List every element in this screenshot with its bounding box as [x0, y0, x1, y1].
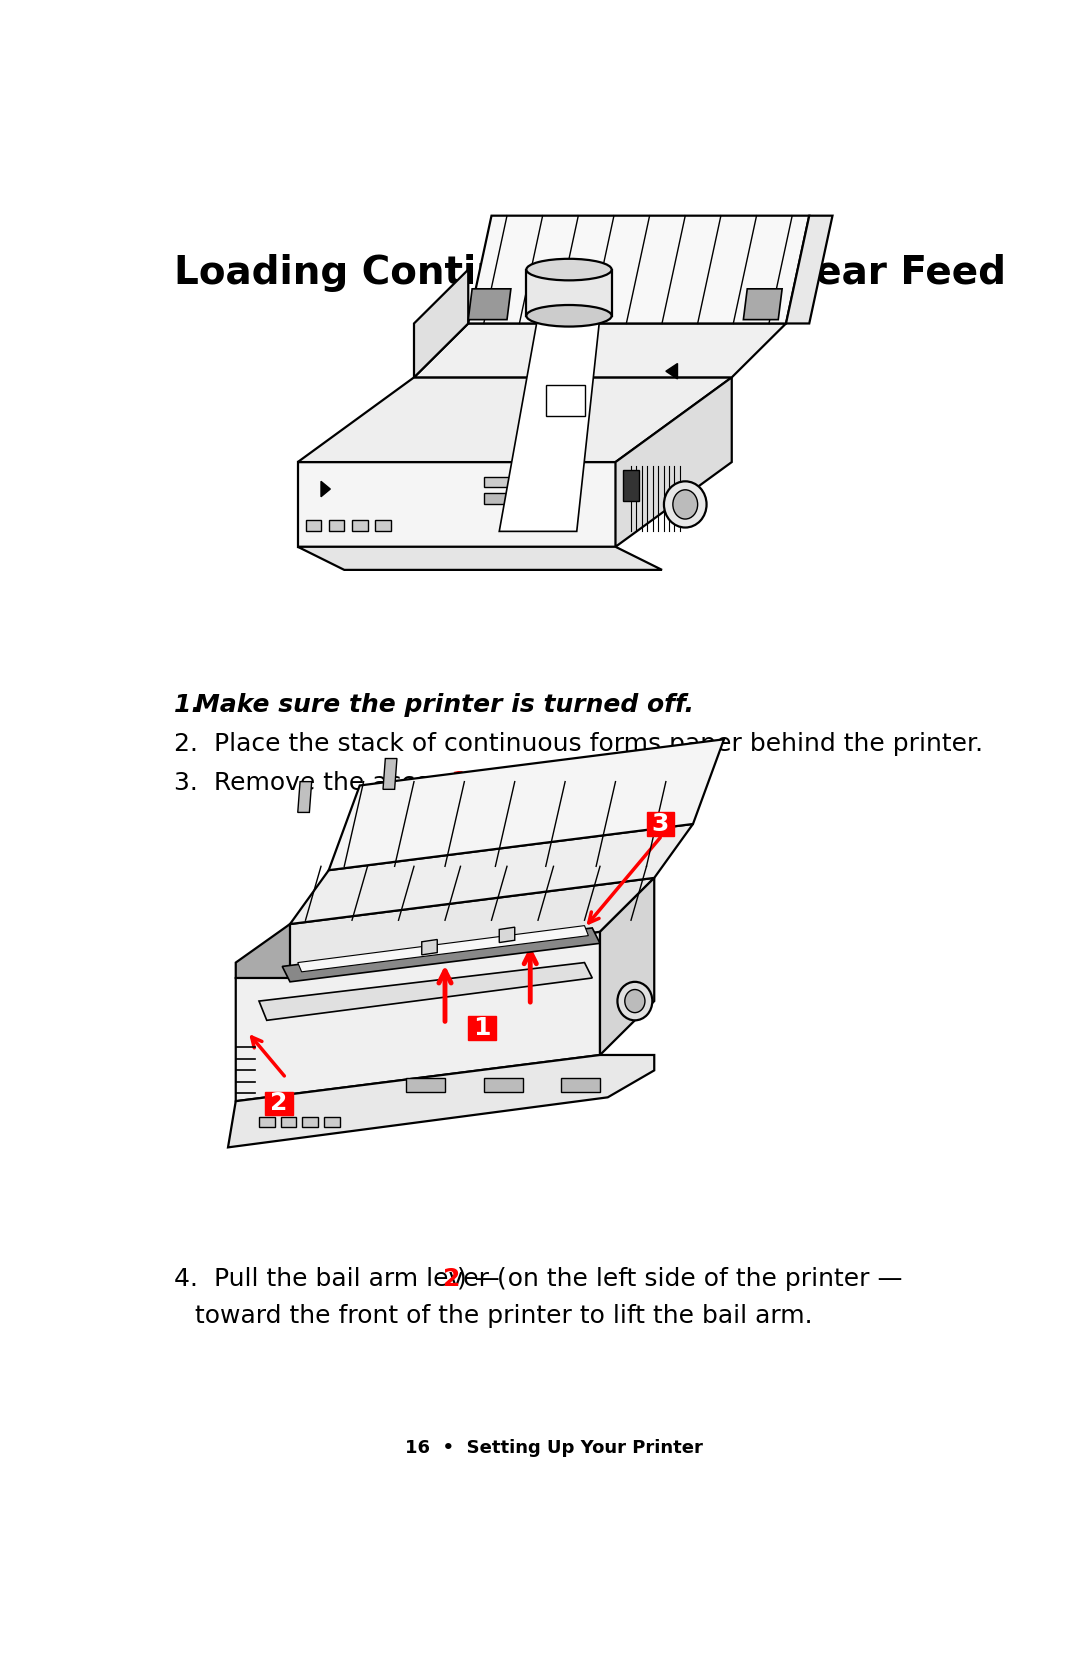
Polygon shape: [499, 315, 600, 531]
Text: 1: 1: [473, 1016, 491, 1040]
Text: 3: 3: [651, 813, 670, 836]
Ellipse shape: [625, 990, 645, 1013]
Text: 1.: 1.: [174, 693, 210, 718]
Ellipse shape: [526, 305, 611, 327]
Bar: [352, 519, 367, 531]
Bar: [623, 469, 638, 501]
Polygon shape: [228, 1055, 654, 1147]
Bar: [562, 1078, 600, 1092]
Polygon shape: [291, 824, 693, 925]
Text: Loading Continuous Forms, Rear Feed: Loading Continuous Forms, Rear Feed: [174, 254, 1005, 292]
Polygon shape: [282, 928, 600, 981]
Bar: [484, 477, 515, 487]
Polygon shape: [235, 878, 654, 978]
Bar: [484, 492, 530, 504]
Text: Make sure the printer is turned off.: Make sure the printer is turned off.: [195, 693, 694, 718]
Polygon shape: [499, 928, 515, 943]
Polygon shape: [469, 289, 511, 320]
Bar: [375, 519, 391, 531]
Ellipse shape: [526, 259, 611, 280]
Polygon shape: [666, 364, 677, 379]
FancyBboxPatch shape: [469, 1016, 496, 1040]
Polygon shape: [298, 462, 616, 547]
Polygon shape: [328, 739, 724, 870]
Polygon shape: [298, 926, 589, 971]
Polygon shape: [235, 925, 291, 978]
Text: 2.  Place the stack of continuous forms paper behind the printer.: 2. Place the stack of continuous forms p…: [174, 731, 983, 756]
Ellipse shape: [618, 981, 652, 1020]
Polygon shape: [235, 931, 600, 1102]
Polygon shape: [259, 963, 592, 1020]
Polygon shape: [786, 215, 833, 324]
Bar: [406, 1078, 445, 1092]
FancyBboxPatch shape: [647, 813, 674, 836]
Polygon shape: [414, 270, 469, 377]
Polygon shape: [616, 377, 732, 547]
Text: toward the front of the printer to lift the bail arm.: toward the front of the printer to lift …: [195, 1303, 813, 1329]
FancyBboxPatch shape: [266, 1092, 293, 1115]
Text: 2: 2: [444, 1267, 461, 1290]
Bar: [324, 1117, 339, 1127]
Polygon shape: [422, 940, 437, 955]
Text: ) — on the left side of the printer —: ) — on the left side of the printer —: [457, 1267, 902, 1290]
Polygon shape: [545, 386, 584, 416]
Text: 16  •  Setting Up Your Printer: 16 • Setting Up Your Printer: [405, 1439, 702, 1457]
Bar: [259, 1117, 274, 1127]
Text: 2: 2: [270, 1092, 288, 1115]
Ellipse shape: [664, 481, 706, 527]
Bar: [281, 1117, 296, 1127]
Ellipse shape: [673, 489, 698, 519]
Polygon shape: [298, 377, 732, 462]
Bar: [328, 519, 345, 531]
Text: 3.  Remove the access cover (: 3. Remove the access cover (: [174, 769, 552, 794]
Polygon shape: [526, 270, 611, 315]
Polygon shape: [383, 758, 397, 789]
Bar: [302, 1117, 318, 1127]
Polygon shape: [743, 289, 782, 320]
Polygon shape: [469, 215, 809, 324]
Text: 4.  Pull the bail arm lever (: 4. Pull the bail arm lever (: [174, 1267, 507, 1290]
Polygon shape: [414, 324, 786, 377]
Text: 1: 1: [450, 769, 468, 794]
Text: ).: ).: [463, 769, 481, 794]
Polygon shape: [321, 481, 330, 497]
Bar: [484, 1078, 523, 1092]
Polygon shape: [600, 878, 654, 1055]
Polygon shape: [298, 547, 662, 569]
Polygon shape: [298, 781, 312, 813]
Bar: [306, 519, 321, 531]
